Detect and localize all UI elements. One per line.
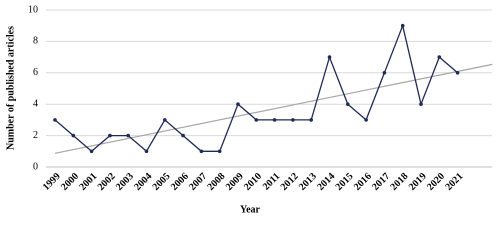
data-point — [327, 55, 332, 59]
x-tick-label: 2001 — [77, 171, 99, 193]
data-point — [199, 149, 204, 154]
x-tick-label: 2008 — [206, 171, 228, 193]
data-line — [54, 23, 459, 153]
x-tick-label: 2020 — [425, 171, 447, 193]
x-tick-label: 2009 — [224, 171, 246, 193]
x-tick-label: 2006 — [169, 171, 191, 193]
data-point — [126, 133, 130, 138]
x-tick-label: 2017 — [370, 171, 392, 193]
data-point — [400, 23, 405, 28]
x-tick-label: 2002 — [96, 171, 118, 193]
y-tick-label: 2 — [33, 130, 38, 141]
x-tick-label: 2013 — [297, 171, 319, 193]
data-point — [437, 55, 442, 59]
data-point — [236, 102, 240, 106]
data-point — [364, 118, 368, 122]
data-point — [89, 149, 94, 154]
data-point — [254, 118, 259, 122]
x-tick-label: 2015 — [334, 171, 356, 193]
y-tick-label: 8 — [33, 36, 38, 47]
data-point — [53, 118, 57, 122]
x-tick-label: 2021 — [443, 171, 465, 193]
data-point — [217, 149, 222, 154]
trendline — [54, 63, 493, 154]
y-tick-label: 4 — [33, 98, 38, 109]
x-tick-label: 2005 — [151, 171, 173, 193]
x-tick-label: 2012 — [279, 171, 301, 193]
chart: Year Number of published articles 0 2 4 6 8 1… — [5, 4, 493, 215]
data-point — [71, 133, 76, 138]
y-tick-label: 0 — [33, 161, 38, 172]
data-point — [419, 102, 423, 106]
x-tick-label: 1999 — [41, 171, 63, 193]
x-tick-label: 2010 — [242, 171, 264, 193]
data-point — [272, 118, 277, 122]
x-tick-label: 2018 — [389, 171, 411, 193]
x-tick-label: 2014 — [315, 171, 337, 193]
data-point — [181, 133, 185, 138]
x-tick-label: 2003 — [114, 171, 136, 193]
y-axis-label: Number of published articles — [5, 26, 16, 150]
data-point — [291, 118, 295, 122]
x-tick-label: 2016 — [352, 171, 374, 193]
data-point — [309, 118, 314, 122]
data-point — [455, 71, 460, 75]
data-point — [346, 102, 350, 106]
data-point — [382, 71, 387, 75]
x-tick-label: 2007 — [187, 171, 209, 193]
data-point — [163, 118, 167, 122]
data-point — [108, 133, 112, 138]
data-point — [144, 149, 149, 154]
x-tick-label: 2019 — [407, 171, 429, 193]
x-tick-label: 2004 — [132, 171, 154, 193]
x-axis-label: Year — [240, 204, 261, 215]
y-tick-label: 6 — [33, 67, 38, 78]
x-tick-label: 2000 — [59, 171, 81, 193]
y-tick-label: 10 — [28, 4, 38, 15]
x-tick-label: 2011 — [261, 171, 283, 193]
